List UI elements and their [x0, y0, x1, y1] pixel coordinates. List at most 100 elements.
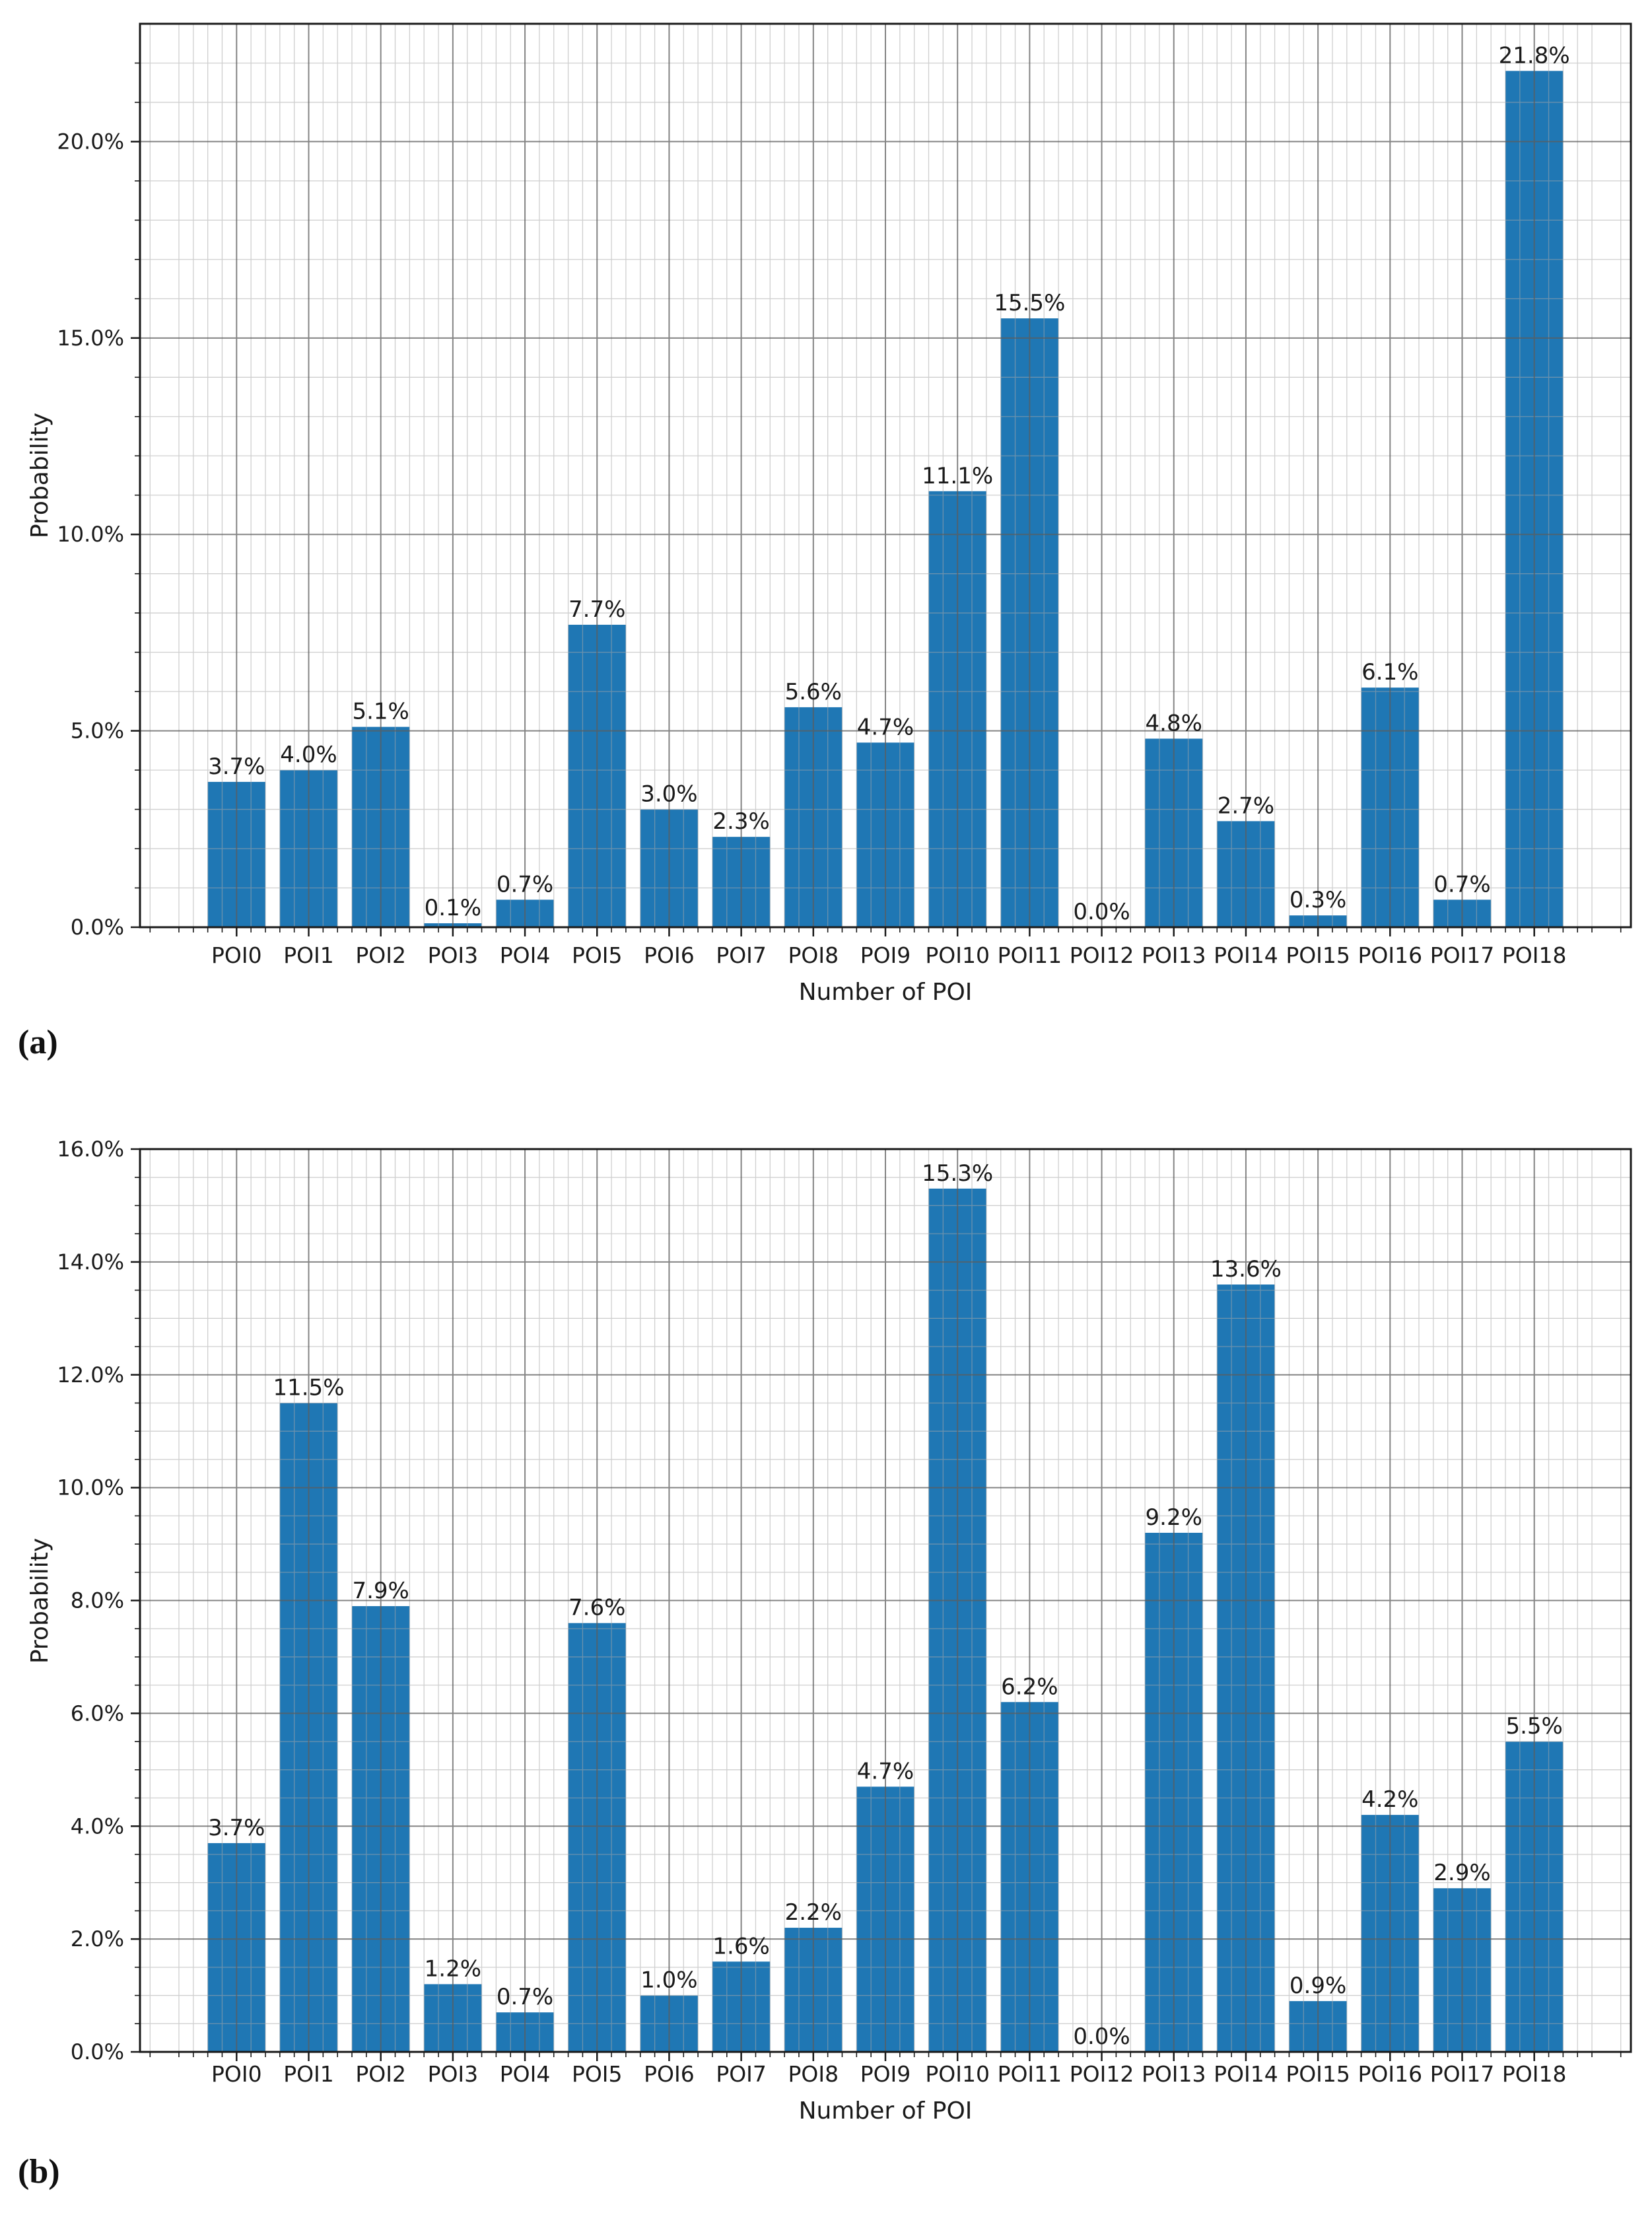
bar-value-label: 1.2%: [425, 1955, 481, 1982]
x-tick-label: POI0: [211, 2061, 262, 2087]
bar-value-label: 7.6%: [568, 1595, 625, 1621]
y-tick-label: 0.0%: [71, 915, 124, 940]
ticks: [131, 1148, 1622, 2061]
x-tick-label: POI18: [1502, 942, 1567, 968]
x-tick-label: POI7: [716, 942, 767, 968]
x-tick-label: POI12: [1070, 2061, 1134, 2087]
caption-a: (a): [18, 1024, 58, 1061]
x-tick-label: POI2: [355, 942, 406, 968]
x-tick-label: POI18: [1502, 2061, 1567, 2087]
x-tick-label: POI15: [1286, 942, 1350, 968]
x-tick-label: POI14: [1214, 942, 1278, 968]
x-tick-label: POI2: [355, 2061, 406, 2087]
x-tick-label: POI1: [283, 942, 334, 968]
x-tick-label: POI9: [860, 2061, 911, 2087]
x-tick-label: POI12: [1070, 942, 1134, 968]
y-tick-label: 6.0%: [71, 1701, 124, 1726]
bar-value-label: 0.7%: [1433, 871, 1490, 897]
bar-value-label: 7.7%: [568, 596, 625, 623]
y-tick-label: 4.0%: [71, 1813, 124, 1839]
caption-b: (b): [18, 2153, 60, 2191]
bar-value-label: 3.7%: [208, 1815, 265, 1841]
bar-value-labels: 3.7% 4.0% 5.1% 0.1% 0.7% 7.7% 3.0% 2.3% 5.6% 4.7%…: [208, 42, 1570, 925]
x-tick-label: POI3: [428, 2061, 479, 2087]
y-tick-labels: 0.0% 5.0% 10.0% 15.0% 20.0%: [57, 129, 124, 940]
x-tick-label: POI13: [1142, 942, 1206, 968]
x-tick-label: POI4: [500, 942, 551, 968]
x-tick-label: POI10: [925, 942, 990, 968]
bar-value-label: 13.6%: [1210, 1256, 1282, 1283]
bar-value-label: 0.7%: [497, 1984, 553, 2010]
y-axis-label: Probability: [26, 413, 53, 538]
y-tick-label: 12.0%: [57, 1362, 124, 1388]
x-tick-label: POI17: [1430, 942, 1495, 968]
bar-value-label: 21.8%: [1499, 42, 1570, 69]
y-tick-label: 14.0%: [57, 1249, 124, 1275]
x-tick-label: POI8: [788, 2061, 839, 2087]
bar-value-label: 0.7%: [497, 871, 553, 897]
bar-value-label: 4.8%: [1146, 711, 1202, 737]
y-tick-label: 5.0%: [71, 719, 124, 744]
x-tick-label: POI11: [998, 2061, 1062, 2087]
x-tick-label: POI17: [1430, 2061, 1495, 2087]
grid-major: [140, 24, 1631, 927]
x-tick-label: POI9: [860, 942, 911, 968]
bar-value-label: 15.3%: [922, 1160, 993, 1187]
grid-major: [140, 1149, 1631, 2052]
x-tick-label: POI3: [428, 942, 479, 968]
x-tick-label: POI0: [211, 942, 262, 968]
y-tick-label: 8.0%: [71, 1588, 124, 1613]
x-tick-labels: POI0 POI1 POI2 POI3 POI4 POI5 POI6 POI7 POI8 POI9…: [211, 942, 1566, 968]
bar-value-label: 3.0%: [640, 781, 697, 808]
bar-value-label: 5.6%: [785, 679, 842, 705]
bar-value-label: 5.1%: [352, 699, 409, 725]
x-tick-label: POI14: [1214, 2061, 1278, 2087]
bar-value-label: 4.7%: [857, 714, 914, 740]
x-tick-label: POI7: [716, 2061, 767, 2087]
y-tick-label: 0.0%: [71, 2039, 124, 2064]
x-tick-label: POI8: [788, 942, 839, 968]
x-tick-label: POI5: [572, 942, 623, 968]
y-tick-label: 16.0%: [57, 1137, 124, 1162]
bar-value-label: 6.1%: [1361, 659, 1418, 686]
bar-value-label: 15.5%: [994, 290, 1065, 316]
bar-value-label: 0.0%: [1073, 899, 1130, 925]
x-tick-label: POI6: [644, 942, 695, 968]
x-tick-label: POI11: [998, 942, 1062, 968]
bar-value-label: 2.7%: [1218, 792, 1274, 819]
x-tick-label: POI5: [572, 2061, 623, 2087]
y-tick-label: 15.0%: [57, 326, 124, 351]
bar-value-label: 11.5%: [273, 1374, 344, 1401]
bar-value-label: 0.0%: [1073, 2023, 1130, 2050]
bar-value-label: 11.1%: [922, 463, 993, 489]
bar-value-label: 0.3%: [1290, 887, 1346, 913]
x-tick-label: POI15: [1286, 2061, 1350, 2087]
bar-value-label: 2.3%: [712, 808, 769, 835]
y-tick-label: 10.0%: [57, 1475, 124, 1500]
y-tick-label: 20.0%: [57, 129, 124, 154]
y-tick-label: 2.0%: [71, 1926, 124, 1951]
x-tick-label: POI16: [1358, 2061, 1423, 2087]
x-tick-labels: POI0 POI1 POI2 POI3 POI4 POI5 POI6 POI7 POI8 POI9…: [211, 2061, 1566, 2087]
bar-value-label: 4.0%: [280, 742, 337, 768]
x-tick-label: POI13: [1142, 2061, 1206, 2087]
bar-value-label: 2.2%: [785, 1899, 842, 1926]
chart-panel-a: 0.0%5.0%10.0%15.0%20.0%POI0 POI1 POI2 POI3 P…: [26, 22, 1632, 1006]
bar-value-label: 6.2%: [1001, 1673, 1058, 1700]
x-tick-label: POI6: [644, 2061, 695, 2087]
x-tick-label: POI4: [500, 2061, 551, 2087]
x-tick-label: POI10: [925, 2061, 990, 2087]
y-tick-labels: 0.0% 2.0% 4.0% 6.0% 8.0% 10.0% 12.0% 14.0% 16.0%: [57, 1137, 124, 2064]
bar-value-label: 4.7%: [857, 1758, 914, 1784]
x-axis-label: Number of POI: [799, 2097, 973, 2125]
bar-value-label: 3.7%: [208, 754, 265, 780]
x-axis-label: Number of POI: [799, 979, 973, 1006]
bar-value-label: 1.0%: [640, 1967, 697, 1994]
y-axis-label: Probability: [26, 1538, 53, 1664]
bar-value-label: 0.1%: [425, 895, 481, 921]
bar-value-label: 0.9%: [1290, 1973, 1346, 1999]
chart-panel-b: 0.0% 2.0% 4.0% 6.0% 8.0% 10.0% 12.0% 14.0% 16.0%…: [26, 1137, 1632, 2125]
ticks: [131, 62, 1622, 936]
bar-value-labels: 3.7% 11.5% 7.9% 1.2% 0.7% 7.6% 1.0% 1.6% 2.2% 4.7…: [208, 1160, 1563, 2050]
